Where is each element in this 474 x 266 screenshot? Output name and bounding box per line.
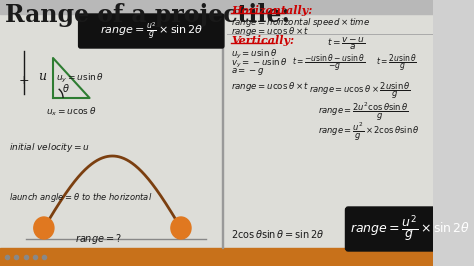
Text: $a = -g$: $a = -g$ (231, 66, 265, 77)
Text: Vertically:: Vertically: (231, 35, 294, 46)
Text: Range of a projectile:: Range of a projectile: (6, 3, 291, 27)
Bar (0, 0, 433, 14)
Circle shape (34, 217, 54, 239)
Text: $\it{range} = \dfrac{2u^2\cos\theta\sin\theta}{g}$: $\it{range} = \dfrac{2u^2\cos\theta\sin\… (318, 101, 409, 123)
Text: +: + (18, 74, 29, 88)
Text: $u_x = u\cos\theta$: $u_x = u\cos\theta$ (46, 106, 97, 118)
Text: u: u (38, 69, 46, 82)
Text: $t = \dfrac{v - u}{a}$: $t = \dfrac{v - u}{a}$ (327, 35, 366, 52)
Text: $\it{range} = \frac{u^2}{g} \times \sin 2\theta$: $\it{range} = \frac{u^2}{g} \times \sin … (100, 20, 203, 42)
Circle shape (171, 217, 191, 239)
Text: $t = \dfrac{-u\sin\theta - u\sin\theta}{-g}$: $t = \dfrac{-u\sin\theta - u\sin\theta}{… (292, 53, 366, 73)
Text: $v_y = -u\sin\theta$: $v_y = -u\sin\theta$ (231, 57, 288, 70)
Text: $\it{range} = \dfrac{u^2}{g} \times \sin 2\theta$: $\it{range} = \dfrac{u^2}{g} \times \sin… (350, 214, 471, 244)
Bar (222, 14, 223, 248)
FancyBboxPatch shape (346, 207, 474, 251)
Text: $\it{range} = u\cos\theta \times \dfrac{2u\sin\theta}{g}$: $\it{range} = u\cos\theta \times \dfrac{… (309, 80, 411, 101)
FancyBboxPatch shape (79, 14, 224, 48)
Text: $\it{range} = u\cos\theta \times t$: $\it{range} = u\cos\theta \times t$ (231, 80, 310, 93)
Text: $\it{range} = ?$: $\it{range} = ?$ (75, 232, 122, 246)
Text: $\it{launch\ angle} = \theta\ \it{to\ the\ horizontal}$: $\it{launch\ angle} = \theta\ \it{to\ th… (9, 192, 153, 205)
Bar (0, 14, 433, 248)
Text: $\it{initial\ velocity} = u$: $\it{initial\ velocity} = u$ (9, 142, 91, 155)
Text: $\it{range = u\cos\theta \times t}$: $\it{range = u\cos\theta \times t}$ (231, 25, 310, 38)
Text: $\it{range = horizontal\ speed \times time}$: $\it{range = horizontal\ speed \times ti… (231, 16, 371, 29)
Text: $u_y = u\sin\theta$: $u_y = u\sin\theta$ (56, 72, 104, 85)
Text: $\theta$: $\theta$ (62, 82, 70, 94)
Bar (0, 248, 433, 266)
Text: $2\cos\theta\sin\theta = \sin 2\theta$: $2\cos\theta\sin\theta = \sin 2\theta$ (231, 228, 324, 240)
Text: $u_y = u\sin\theta$: $u_y = u\sin\theta$ (231, 48, 277, 61)
Text: $\it{range} = \dfrac{u^2}{g} \times 2\cos\theta\sin\theta$: $\it{range} = \dfrac{u^2}{g} \times 2\co… (318, 121, 420, 143)
Text: $t = \dfrac{2u\sin\theta}{g}$: $t = \dfrac{2u\sin\theta}{g}$ (375, 53, 417, 73)
Text: Horizontally:: Horizontally: (231, 5, 313, 16)
